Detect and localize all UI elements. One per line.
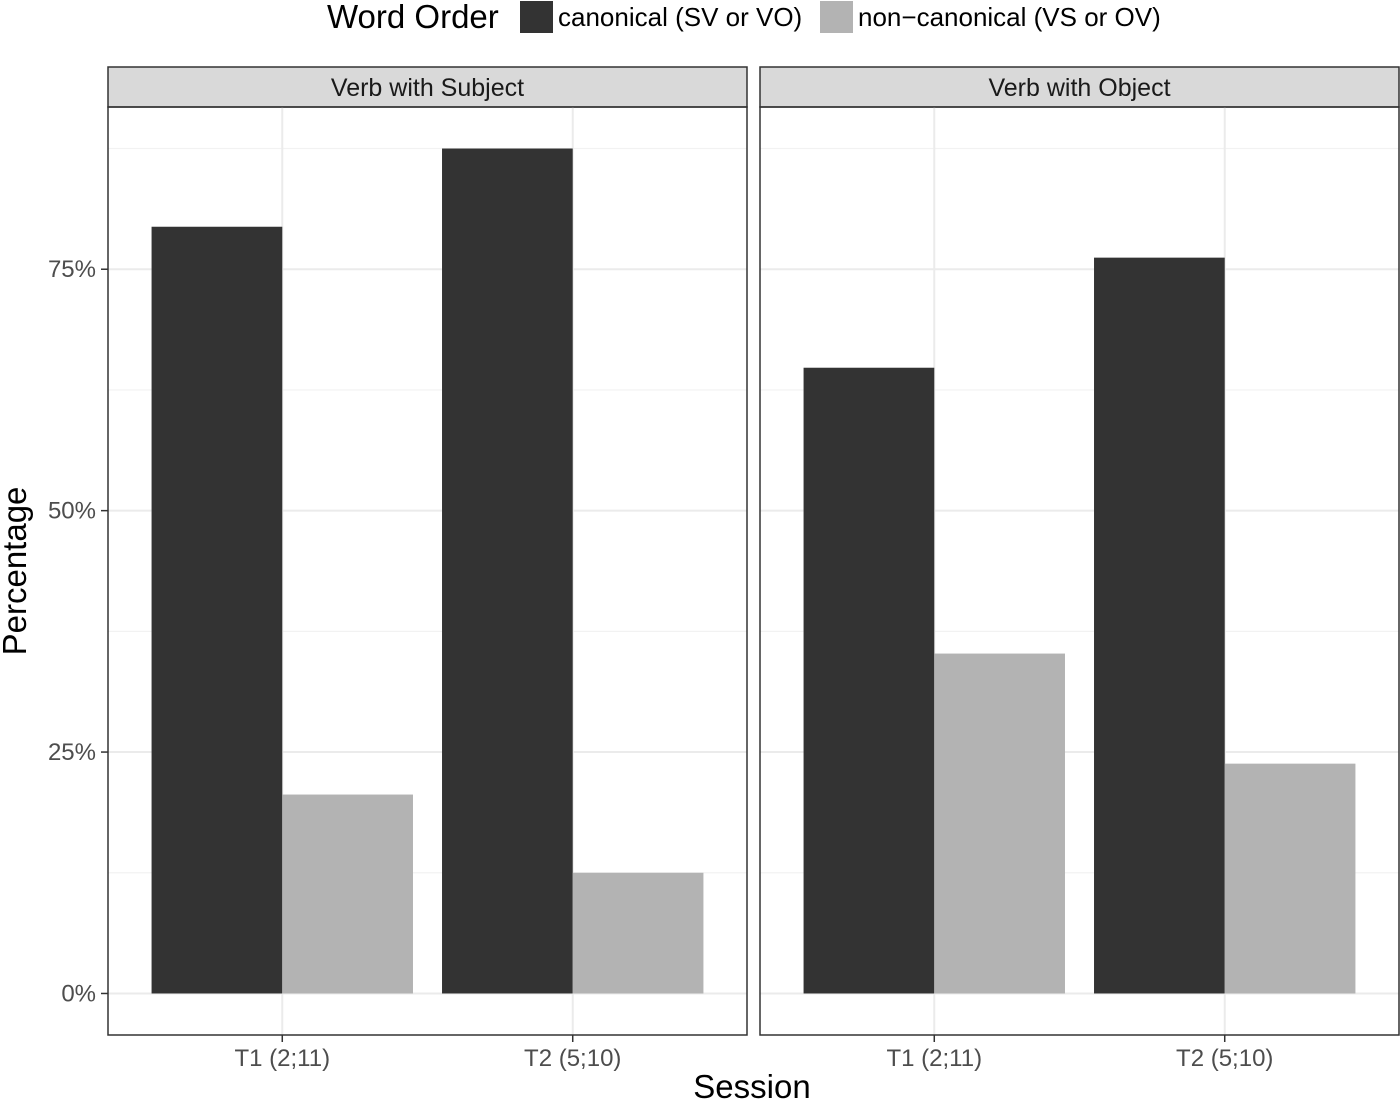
y-tick-label: 0% [61,980,96,1007]
y-tick-label: 25% [48,739,96,766]
y-axis: 0% 25% 50% 75% [48,256,108,1007]
facet-title: Verb with Subject [331,74,524,102]
x-tick-label: T1 (2;11) [886,1045,982,1072]
panel-border [759,106,1400,1036]
y-tick-label: 50% [48,498,96,525]
bar-verb-with-subject-t1-2-11-non-canonical [282,794,413,994]
facet-verb-with-object: Verb with Object [759,66,1400,1036]
facet-title: Verb with Object [988,74,1170,102]
legend-label-canonical: canonical (SV or VO) [558,2,802,32]
panel-border [107,106,748,1036]
bar-verb-with-subject-t2-5-10-canonical [442,148,573,994]
bar-verb-with-object-t1-2-11-canonical [803,367,935,994]
facet-verb-with-subject: Verb with Subject [107,66,748,1036]
bar-verb-with-object-t2-5-10-non-canonical [1224,763,1356,994]
x-tick-label: T2 (5;10) [524,1045,621,1072]
x-tick-label: T2 (5;10) [1176,1045,1273,1072]
facet-strip [107,66,748,108]
bar-verb-with-subject-t1-2-11-canonical [151,226,283,994]
bar-verb-with-subject-t2-5-10-non-canonical [572,872,704,994]
legend: Word Order canonical (SV or VO) non−cano… [327,0,1161,35]
legend-title: Word Order [327,0,499,35]
facet-strip [759,66,1400,108]
y-axis-title: Percentage [0,487,33,656]
y-tick-label: 75% [48,256,96,283]
x-tick-label: T1 (2;11) [234,1045,330,1072]
legend-swatch-canonical [520,1,553,33]
bar-verb-with-object-t2-5-10-canonical [1094,257,1225,994]
legend-label-non-canonical: non−canonical (VS or OV) [858,2,1161,32]
x-axis-title: Session [693,1068,810,1103]
x-axis: T1 (2;11) T2 (5;10) T1 (2;11) T2 (5;10) [234,1035,1273,1072]
bar-verb-with-object-t1-2-11-non-canonical [934,653,1065,994]
legend-swatch-non-canonical [820,1,853,33]
